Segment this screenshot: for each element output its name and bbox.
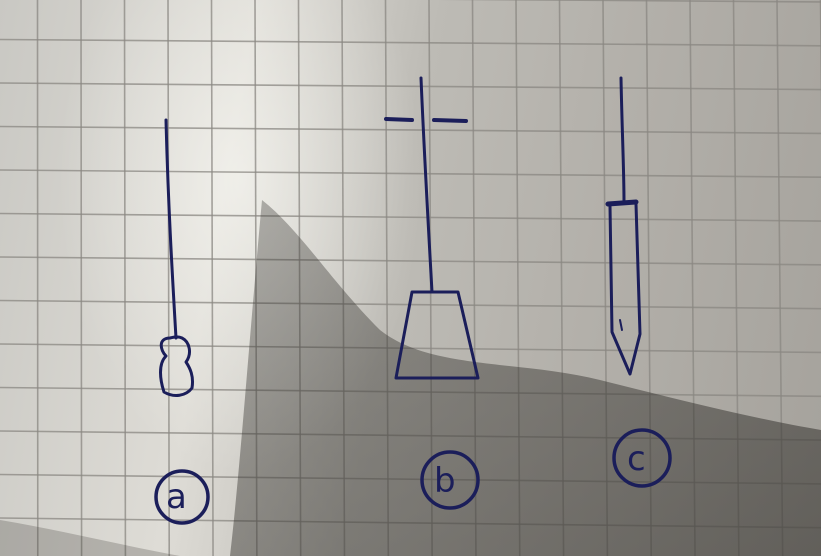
figure-b: b	[384, 76, 480, 510]
grid-line-horizontal	[0, 125, 821, 135]
figure-a-rod	[164, 118, 178, 340]
figure-c-label: c	[627, 439, 646, 479]
figure-a-bulb	[159, 335, 194, 397]
figure-b-rod	[419, 76, 434, 294]
figure-a: a	[154, 118, 210, 525]
grid-line-vertical	[123, 0, 127, 556]
figure-b-label: b	[434, 461, 456, 501]
figure-c-collar	[605, 199, 639, 207]
figure-b-crossbar-right	[432, 118, 468, 123]
grid-line-vertical	[80, 0, 83, 556]
figure-c-rod	[619, 76, 626, 204]
figure-c-tick	[619, 319, 623, 331]
figure-c-label-circle	[612, 428, 672, 488]
grid-line-horizontal	[439, 0, 821, 3]
grid-line-vertical	[210, 0, 214, 556]
figure-c: c	[605, 76, 672, 488]
grid-line-horizontal	[0, 212, 821, 222]
grid-line-vertical	[167, 0, 171, 556]
grid-line-horizontal	[0, 256, 821, 266]
grid-line-horizontal	[0, 82, 821, 91]
figure-a-label: a	[166, 477, 187, 517]
figure-a-label-circle	[154, 469, 210, 525]
grid-line-horizontal	[0, 169, 821, 179]
figure-b-trapezoid-base	[394, 290, 480, 380]
figure-c-sleeve	[608, 202, 642, 376]
figure-b-crossbar-left	[384, 117, 414, 122]
figure-b-label-circle	[420, 450, 480, 510]
grid-line-horizontal	[0, 38, 821, 47]
